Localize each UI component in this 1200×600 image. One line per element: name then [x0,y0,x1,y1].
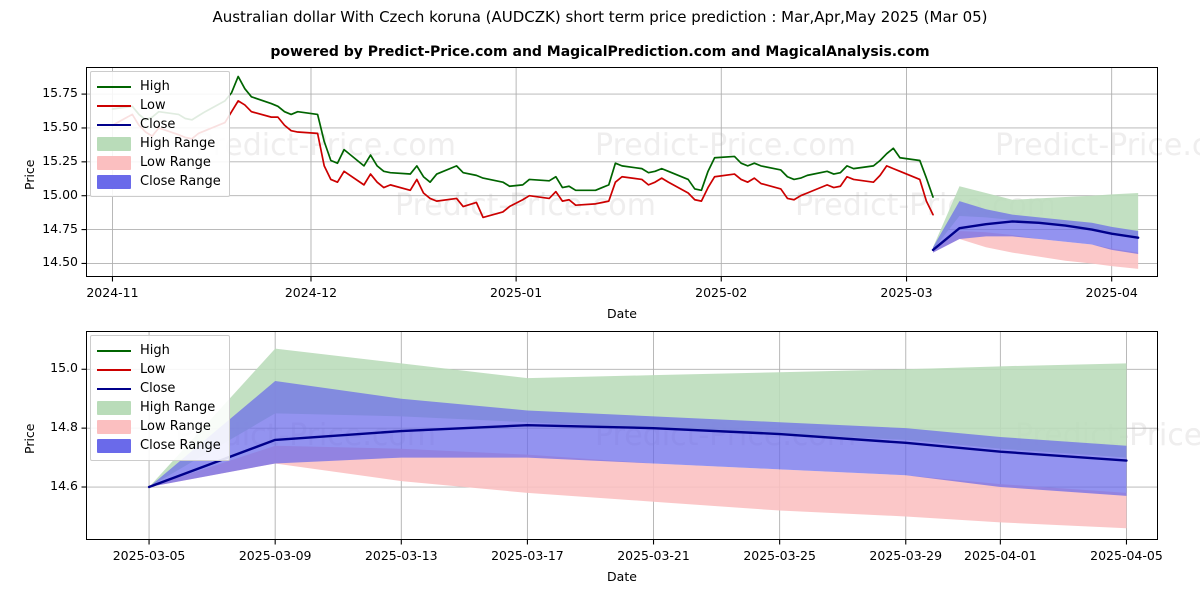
legend-swatch-high-icon [97,344,131,358]
y-tick-label: 14.8 [50,419,78,435]
legend-item-label: Close [140,117,176,132]
legend-swatch-close-icon [97,118,131,132]
x-tick-label: 2025-03 [880,285,933,300]
legend-swatch-close-icon [97,382,131,396]
bottom-x-axis-label: Date [607,569,637,584]
legend-swatch-high-range-icon [97,400,131,415]
legend-item-low-range: Low Range [97,153,221,172]
bottom-y-axis-label: Price [22,423,37,454]
legend-swatch-close-range-icon [97,174,131,189]
x-tick-label: 2025-03-21 [617,548,690,563]
x-tick-label: 2025-03-13 [364,548,438,563]
x-tick-label: 2025-03-29 [869,548,943,563]
bottom-chart-legend: High Low Close High Range Low Range Close Ran… [90,335,230,461]
legend-item-label: Close Range [140,438,221,453]
page-subtitle: powered by Predict-Price.com and Magical… [270,44,930,60]
legend-swatch-close-range-icon [97,438,131,453]
tick-marks [81,368,1128,545]
legend-swatch-low-icon [97,363,131,377]
x-tick-label: 2025-02 [695,285,748,300]
legend-item-low: Low [97,96,221,115]
x-tick-label: 2025-04-05 [1090,548,1163,563]
legend-swatch-low-range-icon [97,155,131,170]
legend-item-label: Low [140,362,166,377]
low-series-line [111,100,934,219]
legend-item-high-range: High Range [97,398,221,417]
close-range-band [149,381,1127,496]
legend-item-label: Close Range [140,174,221,189]
x-tick-label: 2025-03-05 [112,548,186,563]
y-tick-label: 15.75 [42,85,78,101]
legend-item-low-range: Low Range [97,417,221,436]
legend-item-label: Close [140,381,176,396]
high-series-line [111,75,934,198]
legend-swatch-high-range-icon [97,136,131,151]
close-range-band [933,201,1139,254]
x-tick-label: 2024-12 [284,285,338,300]
legend-item-low: Low [97,360,221,379]
legend-item-high-range: High Range [97,134,221,153]
close-series-line [147,424,1128,489]
bottom-plot-frame [86,331,1158,540]
x-tick-label: 2024-11 [86,285,139,300]
y-tick-label: 15.0 [50,360,78,376]
close-series-line [931,220,1140,252]
legend-item-high: High [97,341,221,360]
legend-item-label: High [140,343,170,358]
legend-item-close-range: Close Range [97,172,221,191]
legend-item-label: High Range [140,400,216,415]
legend-item-close-range: Close Range [97,436,221,455]
x-tick-label: 2025-03-17 [491,548,564,563]
top-chart-panel: Predict-Price.com Predict-Price.com Predic… [22,67,1200,321]
x-tick-label: 2025-03-25 [743,548,816,563]
top-y-axis-label: Price [22,159,37,191]
legend-item-label: Low Range [140,419,211,434]
legend-swatch-low-icon [97,99,131,113]
top-chart-canvas: Predict-Price.com Predict-Price.com Predic… [81,67,1200,282]
y-tick-label: 14.75 [42,220,78,236]
top-plot-frame [86,67,1158,277]
svg-text:Predict-Price.com: Predict-Price.com [995,128,1200,163]
legend-item-close: Close [97,115,221,134]
legend-item-label: Low [140,98,166,113]
legend-swatch-high-icon [97,80,131,94]
x-tick-label: 2025-01 [489,285,543,300]
x-tick-label: 2025-04-01 [964,548,1037,563]
legend-item-high: High [97,77,221,96]
y-tick-label: 14.6 [50,478,78,493]
top-x-axis-label: Date [607,306,637,321]
low-range-band [149,445,1127,529]
legend-item-label: Low Range [140,155,211,170]
low-range-band [933,230,1139,269]
top-chart-legend: High Low Close High Range Low Range Close Ran… [90,71,230,197]
page-title: Australian dollar With Czech koruna (AUD… [212,8,988,26]
svg-text:Predict-Price.com: Predict-Price.com [395,188,656,223]
x-tick-label: 2025-04 [1085,285,1138,300]
legend-item-close: Close [97,379,221,398]
legend-item-label: High [140,79,170,94]
bottom-chart-panel: Predict-Price.comPredict-Price.comPredic… [0,320,1200,600]
x-tick-label: 2025-03-09 [238,548,312,563]
legend-item-label: High Range [140,136,216,151]
y-tick-label: 14.50 [42,254,78,270]
bottom-chart-canvas: Predict-Price.comPredict-Price.comPredic… [81,331,1200,545]
legend-swatch-low-range-icon [97,419,131,434]
y-tick-label: 15.50 [42,118,78,134]
y-tick-label: 15.25 [42,152,78,168]
tick-marks [81,93,1113,282]
y-tick-label: 15.00 [42,186,78,202]
